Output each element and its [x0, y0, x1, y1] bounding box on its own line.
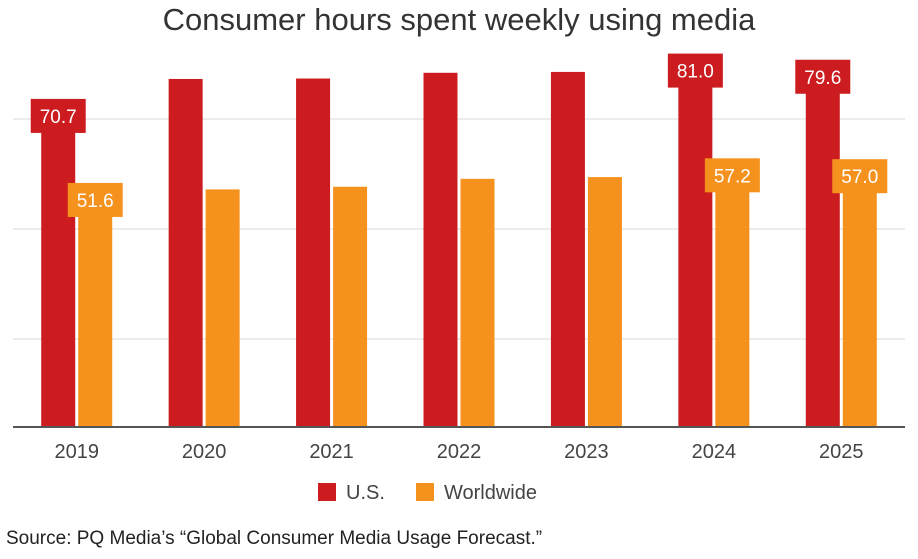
data-label-box: [67, 182, 123, 217]
x-tick-label: 2024: [692, 441, 737, 463]
bar-us: [678, 70, 713, 427]
legend-label-us: U.S.: [346, 482, 385, 504]
data-label-box: [795, 59, 851, 94]
data-label-box: [832, 159, 888, 194]
x-tick-label: 2021: [309, 441, 354, 463]
data-label: 51.6: [77, 191, 114, 212]
legend-label-worldwide: Worldwide: [444, 482, 537, 504]
bar-us: [423, 72, 458, 428]
bar-worldwide: [715, 175, 750, 427]
bar-worldwide: [333, 186, 368, 427]
x-tick-label: 2023: [564, 441, 609, 463]
bar-us: [296, 78, 331, 428]
x-tick-label: 2019: [54, 441, 99, 463]
bar-worldwide: [587, 177, 622, 427]
data-label-box: [704, 158, 760, 193]
bar-worldwide: [842, 176, 877, 427]
bar-us: [550, 71, 585, 428]
data-label: 79.6: [804, 68, 841, 89]
data-label-box: [30, 98, 86, 133]
data-label-box: [667, 53, 723, 88]
data-label: 57.2: [714, 166, 751, 187]
bar-us: [805, 76, 840, 427]
source-note: Source: PQ Media’s “Global Consumer Medi…: [6, 528, 543, 549]
bar-us: [168, 78, 203, 428]
data-label: 57.0: [841, 167, 878, 188]
bar-worldwide: [460, 178, 495, 427]
legend-swatch-worldwide: [416, 483, 434, 501]
x-tick-label: 2020: [182, 441, 227, 463]
chart-title: Consumer hours spent weekly using media: [162, 2, 756, 37]
x-tick-label: 2025: [819, 441, 864, 463]
legend-swatch-us: [318, 483, 336, 501]
bar-us: [41, 115, 76, 428]
data-label: 70.7: [40, 107, 77, 128]
x-tick-label: 2022: [437, 441, 482, 463]
bar-worldwide: [78, 199, 113, 427]
bar-worldwide: [205, 189, 240, 427]
data-label: 81.0: [677, 62, 714, 83]
